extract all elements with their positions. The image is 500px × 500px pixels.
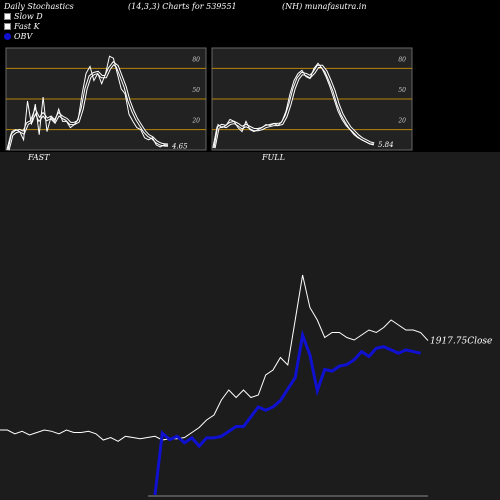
legend-label-obv: OBV [14, 32, 33, 41]
legend-item-obv: OBV [4, 32, 32, 41]
obv-line [153, 329, 421, 496]
chart-title: Daily Stochastics [4, 2, 74, 11]
fast-fast-k-line [7, 55, 169, 151]
full-slow-d-line [213, 65, 375, 149]
chart-subtitle: (14,3,3) Charts for 539551 [128, 2, 237, 11]
full-panel-label: FULL [262, 153, 285, 162]
full-y-tick-label: 80 [398, 56, 406, 63]
chart-source: (NH) munafasutra.in [282, 2, 367, 11]
legend-label-fast-k: Fast K [14, 22, 40, 31]
close-last-value: 1917.75 [430, 337, 467, 347]
full-y-tick-label: 50 [398, 87, 406, 94]
close-last-value-label: 1917.75Close [430, 337, 492, 347]
legend-swatch-slow-d [4, 13, 11, 20]
close-series-suffix: Close [467, 337, 492, 347]
fast-slow-d-line [7, 62, 169, 151]
legend-label-slow-d: Slow D [14, 12, 43, 21]
fast-y-tick-label: 80 [192, 56, 200, 63]
legend-item-fast-k: Fast K [4, 22, 40, 31]
fast-panel-label: FAST [28, 153, 50, 162]
fast-y-tick-label: 50 [192, 87, 200, 94]
fast-last-value-label: 4.65 [171, 142, 188, 150]
legend-swatch-fast-k [4, 23, 11, 30]
full-fast-k-line [213, 62, 375, 149]
fast-y-tick-label: 20 [191, 118, 200, 125]
full-last-value-label: 5.84 [378, 141, 394, 149]
legend-item-slow-d: Slow D [4, 12, 43, 21]
full-y-tick-label: 20 [397, 118, 406, 125]
close-price-line [0, 274, 429, 442]
legend-swatch-obv [4, 33, 11, 40]
